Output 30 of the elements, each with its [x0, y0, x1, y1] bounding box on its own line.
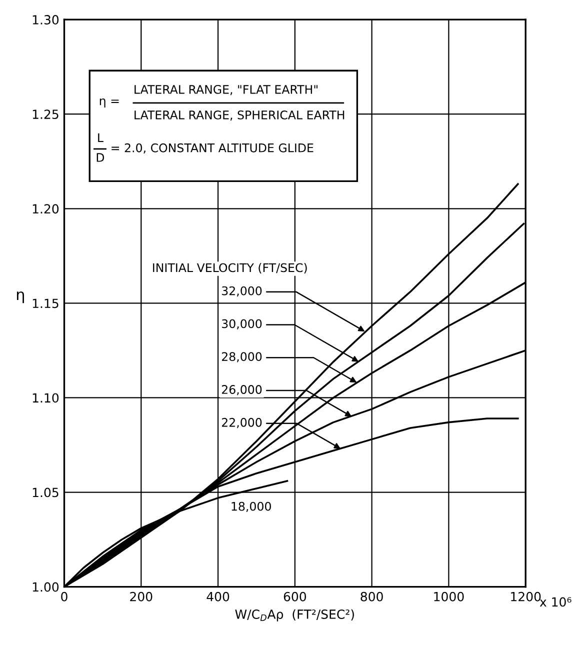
annotation: LATERAL RANGE, SPHERICAL EARTH [134, 110, 344, 121]
x-tick-label: 0 [61, 592, 68, 602]
y-tick-label: 1.05 [32, 488, 58, 498]
annotation: L [98, 133, 104, 142]
x-axis-title: W/C$_{D}$Aρ (FT²/SEC²) [235, 609, 354, 622]
annotation: = 2.0, CONSTANT ALTITUDE GLIDE [112, 143, 314, 154]
annotation: 28,000 [222, 352, 262, 362]
x-tick-label: 1200 [511, 592, 541, 602]
text: x 10⁶ [540, 597, 572, 607]
y-tick-label: 1.20 [32, 204, 59, 214]
annotation: 32,000 [222, 286, 262, 296]
x-tick-label: 200 [130, 592, 152, 602]
y-tick-label: 1.00 [32, 582, 59, 592]
y-tick-label: 1.25 [32, 110, 58, 120]
y-axis-title: η [16, 291, 24, 304]
annotation: 18,000 [232, 502, 271, 512]
x-tick-label: 800 [360, 592, 383, 602]
x-tick-label: 600 [284, 592, 306, 602]
y-tick-label: 1.15 [32, 298, 58, 308]
annotation: LATERAL RANGE, "FLAT EARTH" [134, 84, 318, 96]
annotation: D [96, 153, 104, 162]
annotation: 26,000 [222, 385, 262, 396]
y-tick-label: 1.30 [32, 15, 59, 24]
annotation: η = [100, 98, 119, 108]
annotation: 30,000 [222, 319, 262, 330]
x-tick-label: 1000 [434, 592, 464, 602]
y-tick-label: 1.10 [32, 393, 59, 403]
legend-title: INITIAL VELOCITY (FT/SEC) [153, 263, 307, 274]
x-tick-label: 400 [206, 592, 230, 602]
annotation: 22,000 [222, 418, 262, 428]
